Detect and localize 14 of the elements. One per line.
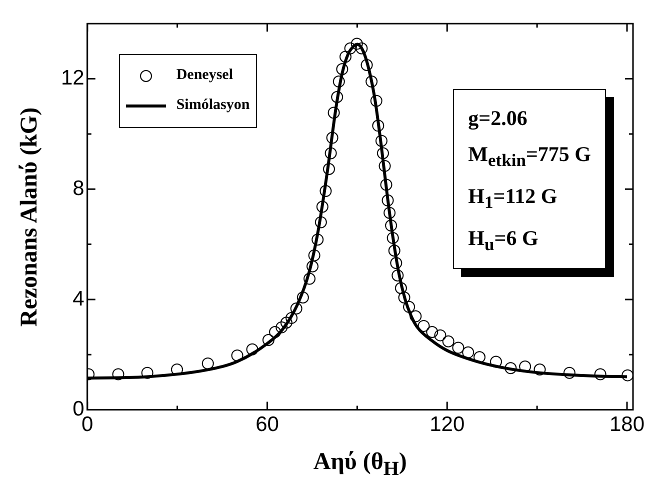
x-axis-title: Aηύ (θ$_{H}$) (312, 449, 408, 481)
legend-label: Simólasyon (176, 97, 250, 114)
legend-label: Deneysel (176, 67, 233, 84)
y-tick-label: 12 (61, 66, 84, 90)
x-tick-label: 180 (609, 413, 645, 436)
x-tick-label: 120 (430, 413, 465, 436)
x-tick-label: 60 (256, 413, 279, 436)
annotation: H$_{1}$=112 G (468, 182, 558, 214)
y-tick-label: 8 (72, 176, 84, 200)
y-axis-title: Rezonans Alanύ (kG) (16, 107, 44, 326)
y-tick-label: 4 (72, 287, 85, 310)
annotation: M$_{etkin}$=775 G (468, 140, 591, 172)
annotation: g=2.06 (468, 104, 528, 132)
annotation: H$_{u}$=6 G (468, 224, 540, 256)
